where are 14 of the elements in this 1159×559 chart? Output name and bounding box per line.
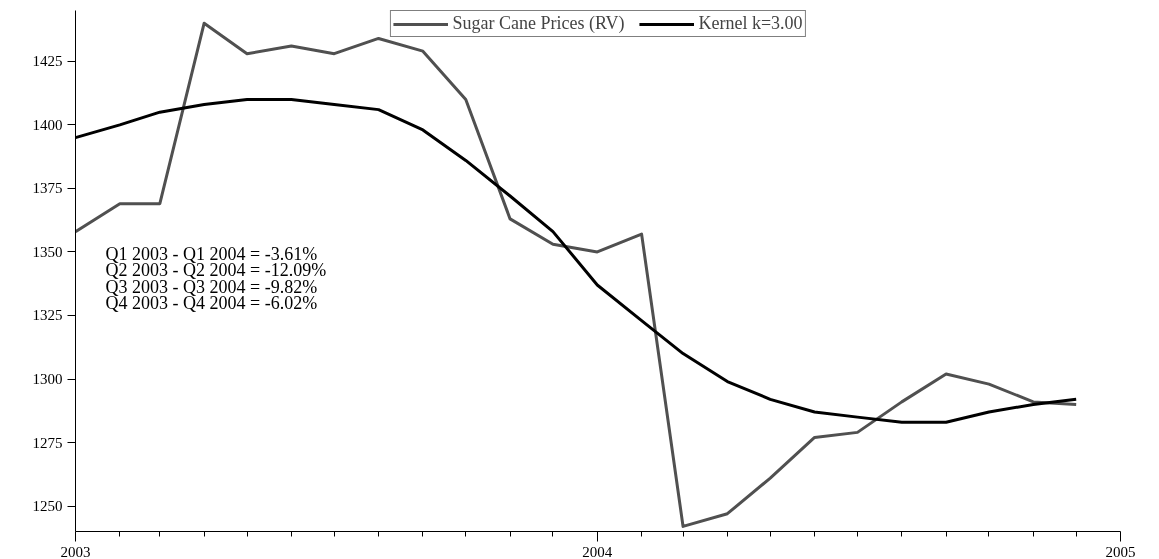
y-tick-label: 1350 <box>32 243 63 260</box>
y-tick-label: 1375 <box>32 180 63 197</box>
x-tick-label: 2004 <box>582 543 613 559</box>
legend-label: Kernel k=3.00 <box>698 13 803 34</box>
y-tick-label: 1400 <box>32 116 63 133</box>
y-tick-label: 1300 <box>32 371 63 388</box>
y-tick-label: 1275 <box>32 434 63 451</box>
legend-label: Sugar Cane Prices (RV) <box>452 13 625 34</box>
x-tick-label: 2005 <box>1105 543 1136 559</box>
y-tick-label: 1250 <box>32 498 63 515</box>
y-tick-label: 1425 <box>32 53 63 70</box>
x-tick-label: 2003 <box>60 543 91 559</box>
y-tick-label: 1325 <box>32 307 63 324</box>
annotation: Q1 2003 - Q1 2004 = -3.61% <box>105 243 318 264</box>
